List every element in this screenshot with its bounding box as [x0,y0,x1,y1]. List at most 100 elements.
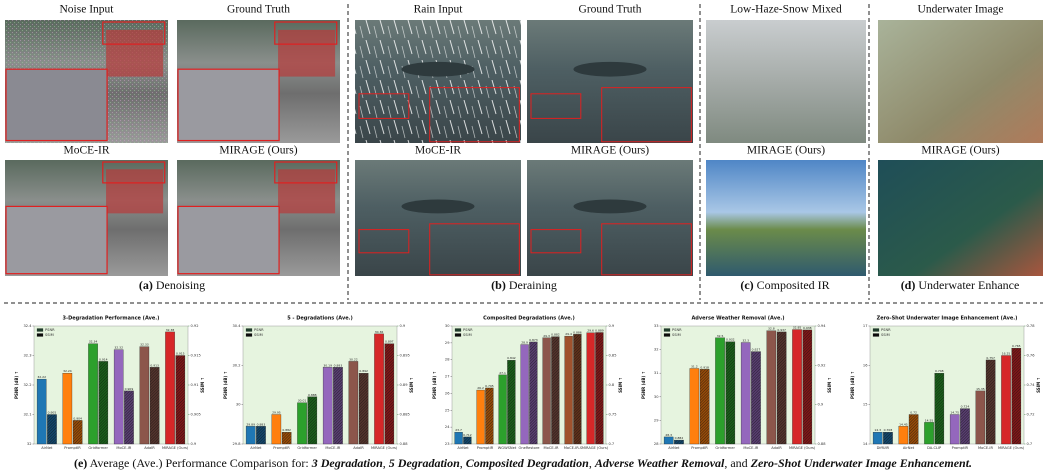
x-tick-label: AirNet [457,446,469,450]
x-tick-label: AdaIR [144,446,155,450]
chart-title: Zero-Shot Underwater Image Enhancement (… [877,316,1018,322]
panel-caption: (b) Deraining [491,278,557,292]
ssim-bar [99,361,108,444]
y-tick-label: 31 [654,371,659,375]
ssim-bar [73,420,82,444]
psnr-bar [499,375,507,444]
ssim-bar [529,342,537,444]
car [278,30,335,77]
y-tick-label: 30 [445,324,450,328]
value-label: 29.3 [543,334,550,338]
psnr-bar [521,345,529,444]
value-label: 0.72 [910,411,917,415]
y-tick-label: 32.4 [23,324,32,328]
chart-title: Adverse Weather Removal (Ave.) [691,316,784,322]
plot-area [243,326,397,444]
y-tick-label: 30 [654,395,659,399]
value-label: 0.909 [125,387,134,391]
ssim-bar [256,426,265,444]
value-label: 0.889 [595,328,604,332]
value-label: 0.882 [282,428,291,432]
psnr-bar [690,368,699,444]
x-tick-label: AirNet [668,446,680,450]
y-tick-label: 29.8 [232,442,241,446]
chart-title: Composited Degradations (Ave.) [483,316,575,322]
x-tick-label: Gridformer [88,446,108,450]
ssim-bar [1012,348,1021,444]
x-tick-label: AirNet [250,446,262,450]
legend-label: PSNR [45,328,55,332]
psnr-bar [741,343,750,444]
plot-area [661,326,815,444]
y2-tick-label: 0.91 [191,383,199,387]
value-label: 29.89 [246,422,255,426]
y2-tick-label: 0.92 [818,363,826,367]
ssim-bar [935,373,944,444]
y-tick-label: 16 [863,363,868,367]
value-label: 0.915 [176,352,185,356]
value-label: 32.32 [114,346,123,350]
y2-tick-label: 0.88 [818,442,827,446]
psnr-bar [140,347,149,444]
psnr-bar [37,379,46,444]
y2-tick-label: 0.74 [1027,383,1036,387]
panel-label: (a) [139,278,153,292]
y2-tick-label: 0.75 [609,413,617,417]
value-label: 0.873 [529,338,538,342]
y-tick-label: 30.4 [232,324,241,328]
value-label: 30.19 [323,363,332,367]
psnr-bar [1001,356,1010,445]
y2-tick-label: 0.7 [1027,442,1033,446]
value-label: 0.886 [573,330,582,334]
x-tick-label: MIRAGE (Ours) [789,446,816,450]
value-label: 0.918 [700,365,709,369]
psnr-bar [792,330,801,444]
x-tick-label: PromptIR [64,446,81,450]
caption-segment: Adverse Weather Removal [594,456,725,470]
y-tick-label: 32.3 [23,354,31,358]
zoom-inset [6,69,107,140]
value-label: 16.25 [1002,352,1011,356]
legend-swatch [455,334,461,337]
figure: (e) Average (Ave.) Performance Compariso… [0,0,1047,472]
y2-axis-label: SSIM ↑ [827,377,832,393]
y-tick-label: 28 [654,442,659,446]
ssim-bar [777,332,786,444]
ssim-bar [359,373,368,444]
value-label: 0.905 [48,411,57,415]
value-label: 0.897 [385,340,394,344]
value-label: 29.6 [587,329,594,333]
y2-tick-label: 0.9 [191,442,197,446]
value-label: 29.4 [565,332,572,336]
image-label: MIRAGE (Ours) [219,145,297,157]
ssim-bar [150,367,159,444]
x-tick-label: MIRAGE (Ours) [371,446,398,450]
y-tick-label: 17 [863,324,868,328]
legend-swatch [246,334,252,337]
ssim-bar [47,415,56,445]
ssim-bar [726,342,735,444]
legend-swatch [455,329,461,332]
panel-label: (b) [491,278,506,292]
psnr-bar [114,350,123,444]
ssim-bar [507,360,515,444]
car [106,169,163,213]
psnr-bar [899,426,908,444]
y-tick-label: 14 [863,442,868,446]
value-label: 28.9 [521,341,528,345]
psnr-bar [246,426,255,444]
ssim-bar [909,415,918,445]
value-label: 0.888 [308,393,317,397]
value-label: 32.8 [768,327,775,331]
y-tick-label: 26 [445,391,450,395]
value-label: 0.937 [777,328,786,332]
psnr-bar [587,333,595,444]
x-tick-label: PromptIR [477,446,494,450]
image-label: Ground Truth [579,4,642,16]
y-tick-label: 30.2 [232,363,240,367]
plot-area [870,326,1024,444]
ssim-bar [551,337,559,444]
value-label: 32.38 [166,328,175,332]
y2-tick-label: 0.9 [609,324,615,328]
y2-tick-label: 0.895 [400,354,410,358]
